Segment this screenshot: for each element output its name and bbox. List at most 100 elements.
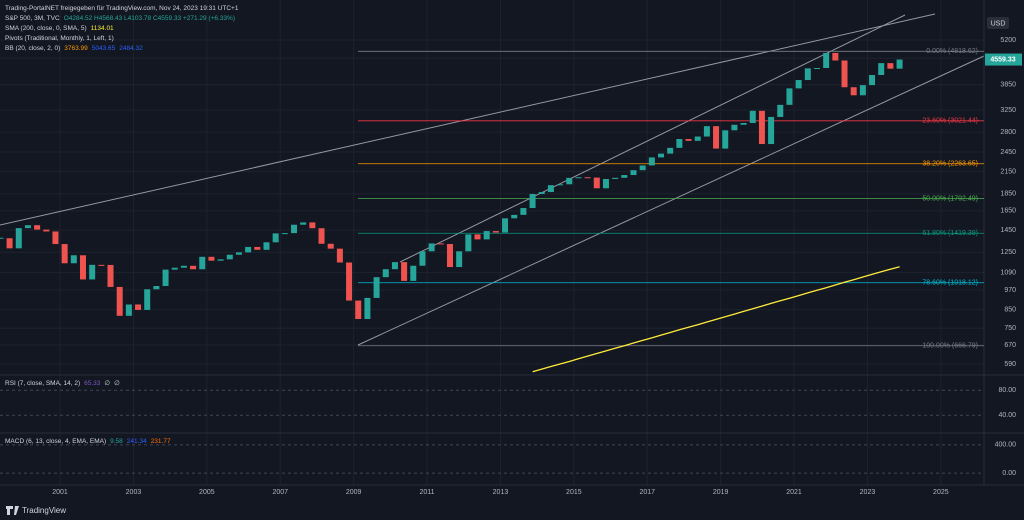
candle <box>575 177 582 179</box>
candle <box>15 228 22 249</box>
candle <box>116 286 123 316</box>
brand: TradingView <box>22 506 66 515</box>
candle <box>758 110 765 145</box>
candle <box>217 259 224 261</box>
candle <box>373 277 380 298</box>
candle <box>694 136 701 141</box>
candle <box>676 139 683 148</box>
candle <box>813 67 820 69</box>
candle <box>135 304 142 310</box>
rsi-tick-label: 80.00 <box>998 387 1016 394</box>
indicator-value: 2484.32 <box>119 45 143 52</box>
candle <box>456 251 463 268</box>
candle <box>777 104 784 117</box>
candle <box>428 243 435 252</box>
x-tick-label: 2007 <box>272 489 288 496</box>
macd-legend: MACD (6, 13, close, 4, EMA, EMA) 9.58 241.… <box>5 438 175 445</box>
candle <box>446 244 453 268</box>
candle <box>538 192 545 194</box>
y-tick-label: 1650 <box>1000 208 1016 215</box>
indicator-line: SMA (200, close, 0, SMA, 5) 1134.01 <box>5 24 239 34</box>
rsi-label: RSI (7, close, SMA, 14, 2) <box>5 380 81 387</box>
candle <box>465 234 472 252</box>
candle <box>346 262 353 301</box>
candle <box>713 126 720 149</box>
fib-label: 78.60% (1018.12) <box>922 280 978 287</box>
x-tick-label: 2021 <box>786 489 802 496</box>
candle <box>43 229 50 232</box>
candle <box>740 123 747 125</box>
fib-label: 23.60% (3021.44) <box>922 118 978 125</box>
candle <box>254 246 261 250</box>
candle <box>401 262 408 281</box>
candle <box>382 269 389 278</box>
candle <box>483 231 490 240</box>
candle <box>612 177 619 179</box>
y-tick-label: 2150 <box>1000 168 1016 175</box>
currency: USD <box>991 20 1006 27</box>
x-tick-label: 2025 <box>933 489 949 496</box>
symbol: S&P 500, 3M, TVC <box>5 15 60 22</box>
candle <box>520 208 527 215</box>
candle <box>602 178 609 189</box>
candle <box>703 126 710 137</box>
candle <box>291 224 298 234</box>
indicator-label: SMA (200, close, 0, SMA, 5) <box>5 25 87 32</box>
candle <box>144 289 151 310</box>
candle <box>391 262 398 270</box>
y-tick-label: 850 <box>1004 306 1016 313</box>
rsi-legend: RSI (7, close, SMA, 14, 2) 65.33 ∅ ∅ <box>5 379 124 387</box>
x-tick-label: 2015 <box>566 489 582 496</box>
candle <box>355 300 362 320</box>
candle <box>327 243 334 249</box>
y-tick-label: 5200 <box>1000 37 1016 44</box>
fib-label: 100.00% (666.79) <box>922 343 978 350</box>
candle <box>804 68 811 81</box>
candle <box>832 52 839 61</box>
fib-label: 50.00% (1792.49) <box>922 195 978 202</box>
candle <box>318 228 325 244</box>
y-tick-label: 2800 <box>1000 129 1016 136</box>
x-tick-label: 2001 <box>52 489 68 496</box>
macd-tick-label: 400.00 <box>995 442 1017 449</box>
candle <box>474 234 481 240</box>
candle <box>336 248 343 263</box>
x-tick-label: 2013 <box>493 489 509 496</box>
candle <box>566 177 573 185</box>
candle <box>300 222 307 225</box>
candle <box>896 59 903 69</box>
candle <box>722 130 729 149</box>
candle <box>107 264 114 287</box>
candle <box>272 233 279 243</box>
candle <box>768 116 775 145</box>
candle <box>70 255 77 264</box>
candle <box>850 87 857 96</box>
candle <box>878 63 885 76</box>
candle <box>584 177 591 179</box>
candle <box>749 110 756 124</box>
candle <box>226 254 233 260</box>
price-tag-box <box>985 53 1022 66</box>
candle <box>667 147 674 154</box>
candle <box>639 165 646 171</box>
y-tick-label: 1850 <box>1000 191 1016 198</box>
candle <box>89 264 96 280</box>
candle <box>887 63 894 69</box>
candle <box>621 175 628 178</box>
candle <box>171 267 178 270</box>
rsi-value: ∅ <box>104 380 111 387</box>
indicator-label: BB (20, close, 2, 0) <box>5 45 61 52</box>
candle <box>786 88 793 105</box>
x-tick-label: 2009 <box>346 489 362 496</box>
y-tick-label: 670 <box>1004 342 1016 349</box>
ohlc: O4284.52 H4568.43 L4103.78 C4559.33 +271… <box>63 15 235 22</box>
trend-line <box>0 13 936 226</box>
candle <box>410 265 417 281</box>
grid <box>0 0 984 485</box>
candle <box>419 251 426 266</box>
legend: Trading-PortalNET freigegeben für Tradin… <box>5 4 239 54</box>
candle <box>245 246 252 253</box>
x-tick-label: 2003 <box>126 489 142 496</box>
y-tick-label: 750 <box>1004 325 1016 332</box>
candle <box>34 225 41 230</box>
